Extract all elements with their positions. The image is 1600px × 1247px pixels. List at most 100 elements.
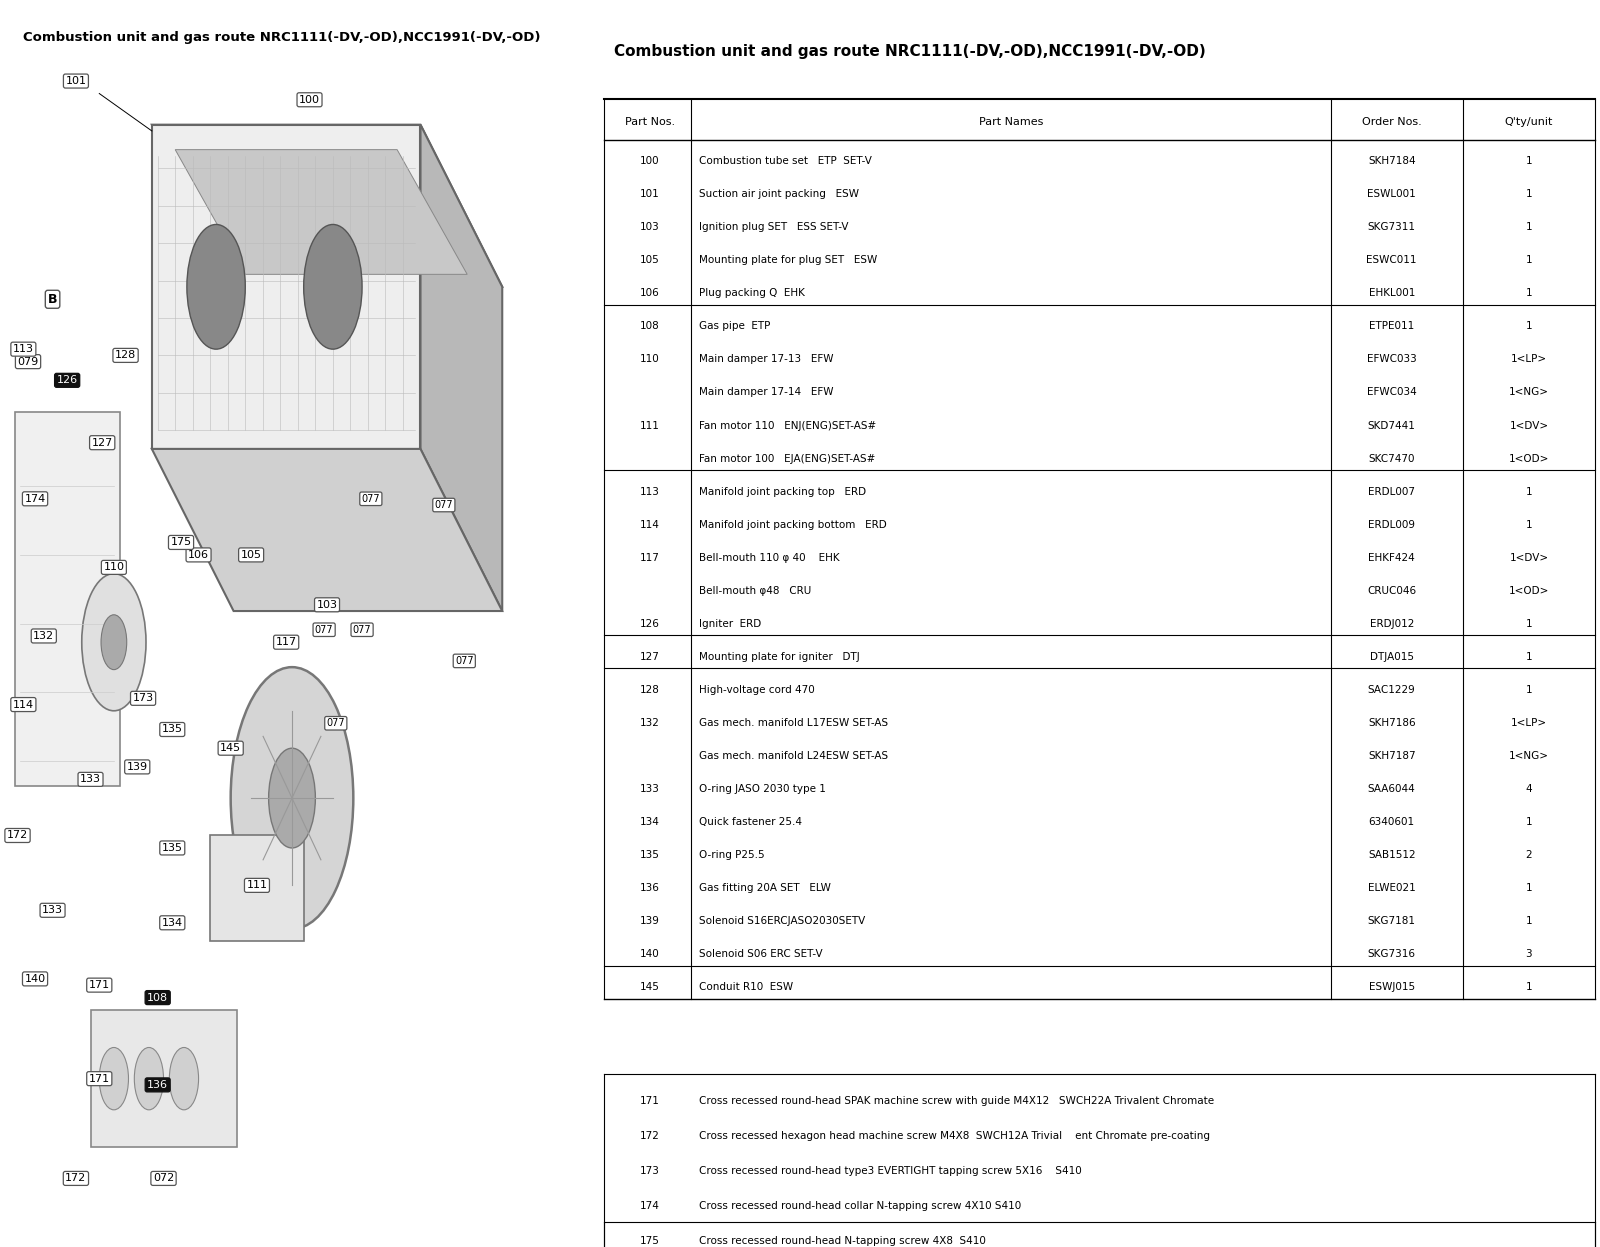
Text: EFWC034: EFWC034 bbox=[1366, 388, 1416, 398]
Text: 133: 133 bbox=[42, 905, 62, 915]
Text: 1: 1 bbox=[1525, 817, 1533, 827]
Polygon shape bbox=[152, 125, 421, 449]
Circle shape bbox=[304, 224, 362, 349]
Text: 140: 140 bbox=[640, 949, 659, 959]
Text: 1: 1 bbox=[1525, 652, 1533, 662]
Text: 134: 134 bbox=[640, 817, 659, 827]
Text: 145: 145 bbox=[221, 743, 242, 753]
Polygon shape bbox=[421, 125, 502, 611]
Text: O-ring JASO 2030 type 1: O-ring JASO 2030 type 1 bbox=[699, 784, 826, 794]
Text: 140: 140 bbox=[24, 974, 46, 984]
Text: ELWE021: ELWE021 bbox=[1368, 883, 1416, 893]
Text: 132: 132 bbox=[34, 631, 54, 641]
Text: 113: 113 bbox=[640, 486, 659, 496]
Text: 139: 139 bbox=[640, 917, 659, 927]
Text: 173: 173 bbox=[133, 693, 154, 703]
Text: 079: 079 bbox=[18, 357, 38, 367]
Text: ESWC011: ESWC011 bbox=[1366, 256, 1418, 266]
Text: 1: 1 bbox=[1525, 983, 1533, 993]
Text: ERDJ012: ERDJ012 bbox=[1370, 619, 1414, 628]
Text: 1<LP>: 1<LP> bbox=[1510, 718, 1547, 728]
Text: 100: 100 bbox=[640, 156, 659, 166]
Text: Cross recessed hexagon head machine screw M4X8  SWCH12A Trivial    ent Chromate : Cross recessed hexagon head machine scre… bbox=[699, 1131, 1210, 1141]
Text: 128: 128 bbox=[115, 350, 136, 360]
Text: 1<OD>: 1<OD> bbox=[1509, 454, 1549, 464]
Text: EHKL001: EHKL001 bbox=[1368, 288, 1414, 298]
Bar bbox=[14, 412, 120, 786]
Polygon shape bbox=[152, 449, 502, 611]
Text: Plug packing Q  EHK: Plug packing Q EHK bbox=[699, 288, 805, 298]
Text: B: B bbox=[48, 293, 58, 306]
Text: Solenoid S06 ERC SET-V: Solenoid S06 ERC SET-V bbox=[699, 949, 822, 959]
Text: 108: 108 bbox=[147, 993, 168, 1003]
Text: High-voltage cord 470: High-voltage cord 470 bbox=[699, 685, 814, 695]
Text: 106: 106 bbox=[640, 288, 659, 298]
Text: 133: 133 bbox=[80, 774, 101, 784]
Text: 072: 072 bbox=[154, 1173, 174, 1183]
Text: Gas mech. manifold L24ESW SET-AS: Gas mech. manifold L24ESW SET-AS bbox=[699, 751, 888, 761]
Text: Manifold joint packing top   ERD: Manifold joint packing top ERD bbox=[699, 486, 866, 496]
Text: 1<NG>: 1<NG> bbox=[1509, 751, 1549, 761]
Text: 1: 1 bbox=[1525, 619, 1533, 628]
Text: 134: 134 bbox=[162, 918, 182, 928]
Text: 126: 126 bbox=[640, 619, 659, 628]
Text: 105: 105 bbox=[240, 550, 262, 560]
Text: Bell-mouth φ48   CRU: Bell-mouth φ48 CRU bbox=[699, 586, 811, 596]
Text: Gas mech. manifold L17ESW SET-AS: Gas mech. manifold L17ESW SET-AS bbox=[699, 718, 888, 728]
Text: 114: 114 bbox=[640, 520, 659, 530]
Text: 145: 145 bbox=[640, 983, 659, 993]
Text: Combustion unit and gas route NRC1111(-DV,-OD),NCC1991(-DV,-OD): Combustion unit and gas route NRC1111(-D… bbox=[24, 31, 541, 44]
Circle shape bbox=[269, 748, 315, 848]
Text: 127: 127 bbox=[640, 652, 659, 662]
Text: 136: 136 bbox=[147, 1080, 168, 1090]
Text: 077: 077 bbox=[315, 625, 333, 635]
Text: 100: 100 bbox=[299, 95, 320, 105]
Text: CRUC046: CRUC046 bbox=[1366, 586, 1416, 596]
Text: 1: 1 bbox=[1525, 190, 1533, 200]
Text: 1<DV>: 1<DV> bbox=[1509, 420, 1549, 430]
Text: SKG7311: SKG7311 bbox=[1368, 222, 1416, 232]
Circle shape bbox=[101, 615, 126, 670]
Text: 111: 111 bbox=[246, 880, 267, 890]
Text: 172: 172 bbox=[6, 831, 29, 840]
Bar bbox=[210, 835, 304, 941]
Text: 103: 103 bbox=[317, 600, 338, 610]
Text: 173: 173 bbox=[640, 1166, 659, 1176]
Text: Fan motor 100   EJA(ENG)SET-AS#: Fan motor 100 EJA(ENG)SET-AS# bbox=[699, 454, 875, 464]
Text: 077: 077 bbox=[435, 500, 453, 510]
Text: 117: 117 bbox=[640, 552, 659, 562]
Text: EFWC033: EFWC033 bbox=[1366, 354, 1416, 364]
Text: Combustion unit and gas route NRC1111(-DV,-OD),NCC1991(-DV,-OD): Combustion unit and gas route NRC1111(-D… bbox=[614, 44, 1206, 59]
Text: SKG7181: SKG7181 bbox=[1368, 917, 1416, 927]
Text: 132: 132 bbox=[640, 718, 659, 728]
Text: 172: 172 bbox=[66, 1173, 86, 1183]
Text: 077: 077 bbox=[326, 718, 346, 728]
Text: SKC7470: SKC7470 bbox=[1368, 454, 1414, 464]
Text: 077: 077 bbox=[454, 656, 474, 666]
Text: Ignition plug SET   ESS SET-V: Ignition plug SET ESS SET-V bbox=[699, 222, 848, 232]
Text: Suction air joint packing   ESW: Suction air joint packing ESW bbox=[699, 190, 859, 200]
Text: Main damper 17-14   EFW: Main damper 17-14 EFW bbox=[699, 388, 834, 398]
Text: 135: 135 bbox=[640, 850, 659, 860]
Text: 171: 171 bbox=[640, 1096, 659, 1106]
Text: SKD7441: SKD7441 bbox=[1368, 420, 1416, 430]
Text: 1: 1 bbox=[1525, 156, 1533, 166]
Text: 175: 175 bbox=[640, 1236, 659, 1246]
Text: SKH7184: SKH7184 bbox=[1368, 156, 1416, 166]
Text: ESWJ015: ESWJ015 bbox=[1368, 983, 1414, 993]
Text: 101: 101 bbox=[640, 190, 659, 200]
Text: Bell-mouth 110 φ 40    EHK: Bell-mouth 110 φ 40 EHK bbox=[699, 552, 840, 562]
Text: ERDL007: ERDL007 bbox=[1368, 486, 1416, 496]
Text: 139: 139 bbox=[126, 762, 147, 772]
Text: Cross recessed round-head collar N-tapping screw 4X10 S410: Cross recessed round-head collar N-tappi… bbox=[699, 1201, 1021, 1211]
Text: 128: 128 bbox=[640, 685, 659, 695]
Text: SAB1512: SAB1512 bbox=[1368, 850, 1416, 860]
Text: 1: 1 bbox=[1525, 520, 1533, 530]
Text: SAA6044: SAA6044 bbox=[1368, 784, 1416, 794]
Text: Cross recessed round-head type3 EVERTIGHT tapping screw 5X16    S410: Cross recessed round-head type3 EVERTIGH… bbox=[699, 1166, 1082, 1176]
Text: 117: 117 bbox=[275, 637, 296, 647]
Text: 3: 3 bbox=[1525, 949, 1533, 959]
Text: Cross recessed round-head N-tapping screw 4X8  S410: Cross recessed round-head N-tapping scre… bbox=[699, 1236, 986, 1246]
Text: 1: 1 bbox=[1525, 883, 1533, 893]
Text: Solenoid S16ERCJASO2030SETV: Solenoid S16ERCJASO2030SETV bbox=[699, 917, 866, 927]
